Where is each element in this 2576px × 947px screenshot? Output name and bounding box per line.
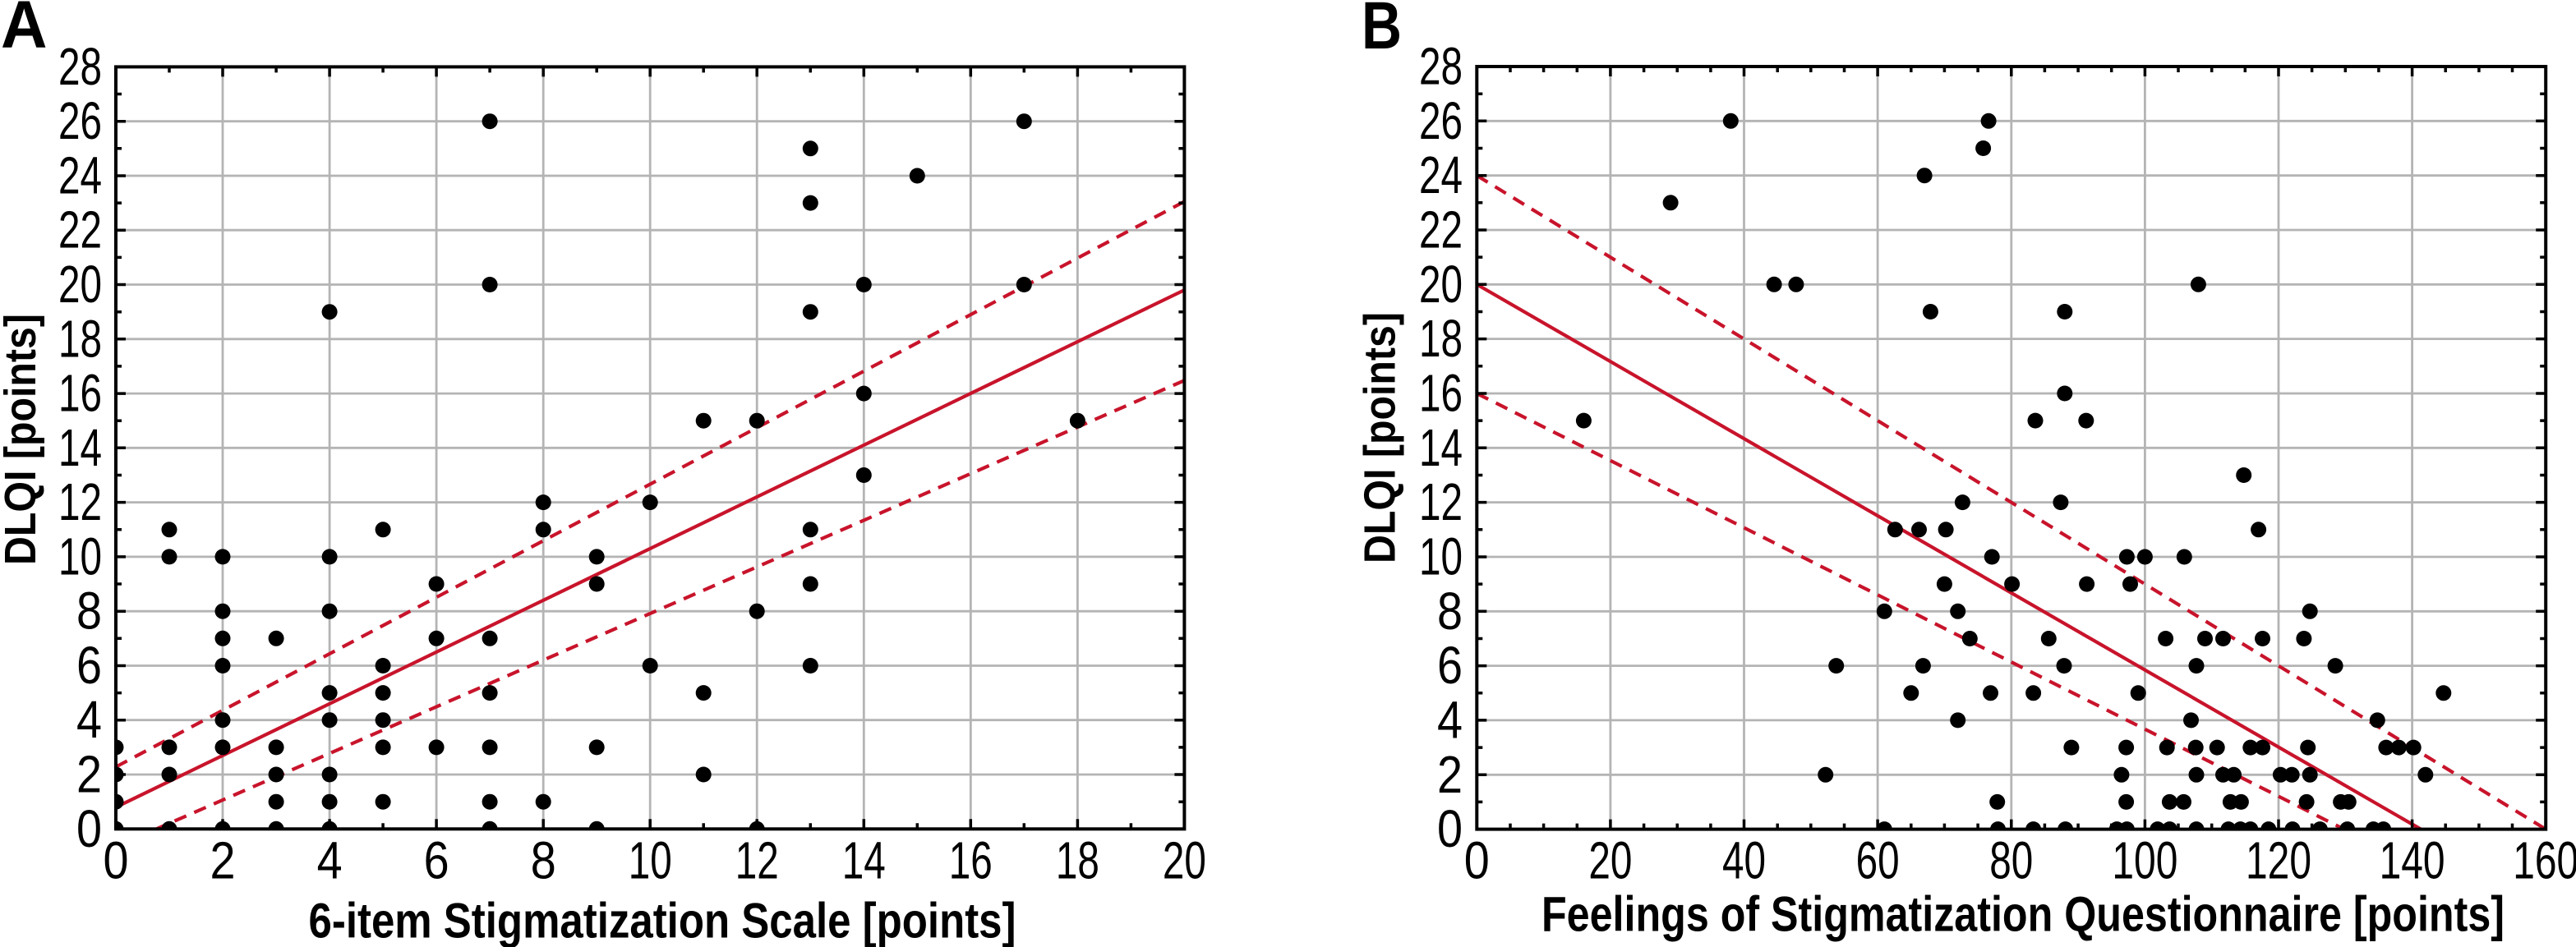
svg-text:22: 22	[1419, 200, 1463, 260]
svg-text:2: 2	[76, 745, 102, 804]
svg-text:18: 18	[1056, 831, 1099, 890]
svg-text:0: 0	[104, 831, 129, 890]
svg-text:80: 80	[1989, 831, 2033, 890]
svg-text:20: 20	[1588, 831, 1632, 890]
svg-text:16: 16	[58, 364, 102, 423]
svg-text:40: 40	[1722, 831, 1766, 890]
svg-text:14: 14	[842, 831, 886, 890]
svg-text:20: 20	[1419, 255, 1463, 314]
svg-text:26: 26	[1419, 91, 1463, 150]
svg-text:0: 0	[1464, 831, 1490, 890]
svg-text:12: 12	[1419, 472, 1463, 531]
svg-text:18: 18	[58, 309, 102, 368]
svg-text:120: 120	[2246, 831, 2311, 890]
svg-text:22: 22	[58, 200, 102, 260]
svg-text:16: 16	[1419, 364, 1463, 423]
svg-text:0: 0	[1437, 799, 1463, 858]
svg-text:26: 26	[58, 91, 102, 150]
svg-text:24: 24	[1419, 145, 1463, 205]
svg-text:4: 4	[76, 690, 102, 749]
svg-text:16: 16	[949, 831, 993, 890]
svg-text:28: 28	[1419, 37, 1463, 96]
svg-text:14: 14	[58, 418, 102, 477]
svg-text:DLQI [points]: DLQI [points]	[0, 314, 45, 565]
svg-text:8: 8	[76, 582, 102, 641]
svg-text:8: 8	[531, 831, 556, 890]
svg-text:12: 12	[735, 831, 779, 890]
svg-text:Feelings of Stigmatization Que: Feelings of Stigmatization Questionnaire…	[1541, 887, 2505, 942]
svg-text:4: 4	[1437, 690, 1463, 749]
svg-text:B: B	[1362, 0, 1402, 63]
svg-text:0: 0	[76, 799, 102, 858]
svg-text:12: 12	[58, 472, 102, 531]
svg-text:14: 14	[1419, 418, 1463, 477]
svg-text:8: 8	[1437, 582, 1463, 641]
svg-text:10: 10	[1419, 527, 1463, 586]
svg-text:20: 20	[1163, 831, 1206, 890]
svg-text:160: 160	[2513, 831, 2576, 890]
svg-text:18: 18	[1419, 309, 1463, 368]
svg-text:6: 6	[1437, 636, 1463, 695]
svg-text:2: 2	[210, 831, 236, 890]
svg-text:6: 6	[424, 831, 449, 890]
svg-text:60: 60	[1856, 831, 1900, 890]
svg-text:6: 6	[76, 636, 102, 695]
svg-text:6-item Stigmatization Scale [p: 6-item Stigmatization Scale [points]	[309, 894, 1016, 947]
svg-text:10: 10	[58, 526, 102, 586]
svg-text:28: 28	[58, 37, 102, 96]
svg-text:2: 2	[1437, 745, 1463, 804]
svg-text:24: 24	[58, 146, 102, 205]
svg-text:10: 10	[629, 831, 672, 890]
svg-text:A: A	[1, 0, 48, 62]
svg-text:140: 140	[2380, 831, 2445, 890]
svg-text:20: 20	[58, 255, 102, 314]
svg-text:4: 4	[317, 831, 343, 890]
svg-text:100: 100	[2112, 831, 2177, 890]
svg-text:DLQI [points]: DLQI [points]	[1356, 312, 1405, 563]
